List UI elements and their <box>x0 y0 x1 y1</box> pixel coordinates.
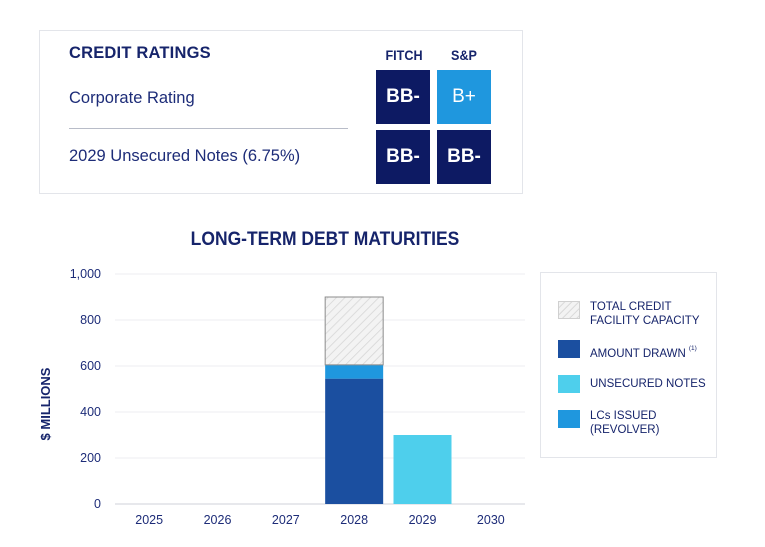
x-tick-label-2030: 2030 <box>477 513 505 527</box>
corporate-sp-rating: B+ <box>437 70 491 124</box>
bar-2028-lcs-issued-revolver <box>325 364 384 379</box>
bar-2028-amount-drawn <box>325 378 384 504</box>
notes-fitch-rating: BB- <box>376 130 430 184</box>
y-tick-label-200: 200 <box>80 451 101 465</box>
x-tick-label-2027: 2027 <box>272 513 300 527</box>
legend-swatch-credit-facility <box>558 301 580 319</box>
legend-item-amount-drawn: AMOUNT DRAWN (1) <box>558 339 697 361</box>
y-tick-label-800: 800 <box>80 313 101 327</box>
credit-ratings-title: CREDIT RATINGS <box>69 44 211 62</box>
unsecured-notes-label: 2029 Unsecured Notes (6.75%) <box>69 147 301 165</box>
x-tick-label-2028: 2028 <box>340 513 368 527</box>
legend-item-lcs-issued: LCs ISSUED (REVOLVER) <box>558 409 659 437</box>
y-tick-label-600: 600 <box>80 359 101 373</box>
corporate-fitch-rating: BB- <box>376 70 430 124</box>
legend-swatch-unsecured-notes <box>558 375 580 393</box>
legend-item-credit-facility: TOTAL CREDIT FACILITY CAPACITY <box>558 300 700 328</box>
chart-legend: TOTAL CREDIT FACILITY CAPACITY AMOUNT DR… <box>540 272 717 458</box>
y-tick-label-1000: 1,000 <box>70 267 101 281</box>
y-tick-label-400: 400 <box>80 405 101 419</box>
fitch-header: FITCH <box>385 47 423 63</box>
chart-title: LONG-TERM DEBT MATURITIES <box>190 229 460 250</box>
legend-label-credit-facility: TOTAL CREDIT FACILITY CAPACITY <box>590 301 700 327</box>
y-tick-label-0: 0 <box>94 497 101 511</box>
corporate-rating-label: Corporate Rating <box>69 89 195 107</box>
bar-2029-unsecured-notes <box>393 435 452 504</box>
notes-sp-rating: BB- <box>437 130 491 184</box>
legend-item-unsecured-notes: UNSECURED NOTES <box>558 374 706 393</box>
legend-swatch-amount-drawn <box>558 340 580 358</box>
x-tick-label-2029: 2029 <box>409 513 437 527</box>
legend-label-amount-drawn: AMOUNT DRAWN (1) <box>590 345 697 360</box>
y-axis-label: $ MILLIONS <box>38 367 53 440</box>
legend-label-lcs-issued: LCs ISSUED (REVOLVER) <box>590 410 660 436</box>
row-divider <box>69 128 348 129</box>
x-tick-label-2025: 2025 <box>135 513 163 527</box>
sp-header: S&P <box>451 47 477 63</box>
bar-2028-total-credit-facility-capacity <box>324 296 384 366</box>
credit-ratings-card: CREDIT RATINGS FITCH S&P Corporate Ratin… <box>39 30 523 194</box>
legend-label-unsecured-notes: UNSECURED NOTES <box>590 378 706 390</box>
x-tick-label-2026: 2026 <box>204 513 232 527</box>
legend-swatch-lcs-issued <box>558 410 580 428</box>
debt-maturities-chart: $ MILLIONS 0 200 400 600 800 1,000 2025 2026 202… <box>38 267 525 527</box>
